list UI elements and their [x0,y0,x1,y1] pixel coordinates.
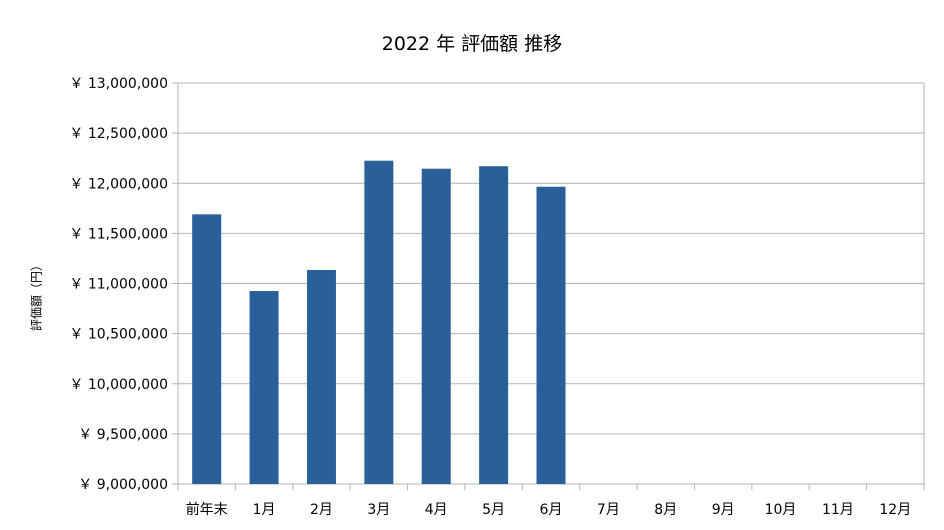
x-tick-label: 6月 [540,502,563,518]
x-tick-label: 11月 [822,502,854,518]
x-tick-label: 1月 [253,502,276,518]
y-tick-label: ￥ 10,000,000 [69,377,168,393]
x-tick-label: 4月 [425,502,448,518]
bar-5月 [479,166,509,484]
x-tick-label: 9月 [712,502,735,518]
bar-2月 [306,269,336,484]
y-tick-label: ￥ 9,000,000 [78,477,168,493]
y-tick-label: ￥ 12,000,000 [69,176,168,192]
x-tick-label: 前年末 [186,501,228,518]
chart-title: 2022 年 評価額 推移 [381,33,563,55]
bar-前年末 [192,214,222,484]
bar-4月 [421,168,451,484]
bar-6月 [536,186,566,485]
bar-3月 [364,160,394,484]
x-tick-label: 3月 [367,502,390,518]
y-tick-label: ￥ 11,500,000 [69,226,168,242]
x-tick-label: 7月 [597,502,620,518]
y-tick-label: ￥ 12,500,000 [69,126,168,142]
x-tick-label: 12月 [879,502,911,518]
bar-1月 [249,291,279,484]
x-tick-label: 8月 [654,502,677,518]
x-tick-label: 2月 [310,502,333,518]
y-tick-label: ￥ 13,000,000 [69,76,168,92]
y-tick-label: ￥ 9,500,000 [78,427,168,443]
x-tick-label: 5月 [482,502,505,518]
y-tick-label: ￥ 11,000,000 [69,277,168,293]
y-tick-label: ￥ 10,500,000 [69,327,168,343]
x-tick-label: 10月 [765,502,797,518]
